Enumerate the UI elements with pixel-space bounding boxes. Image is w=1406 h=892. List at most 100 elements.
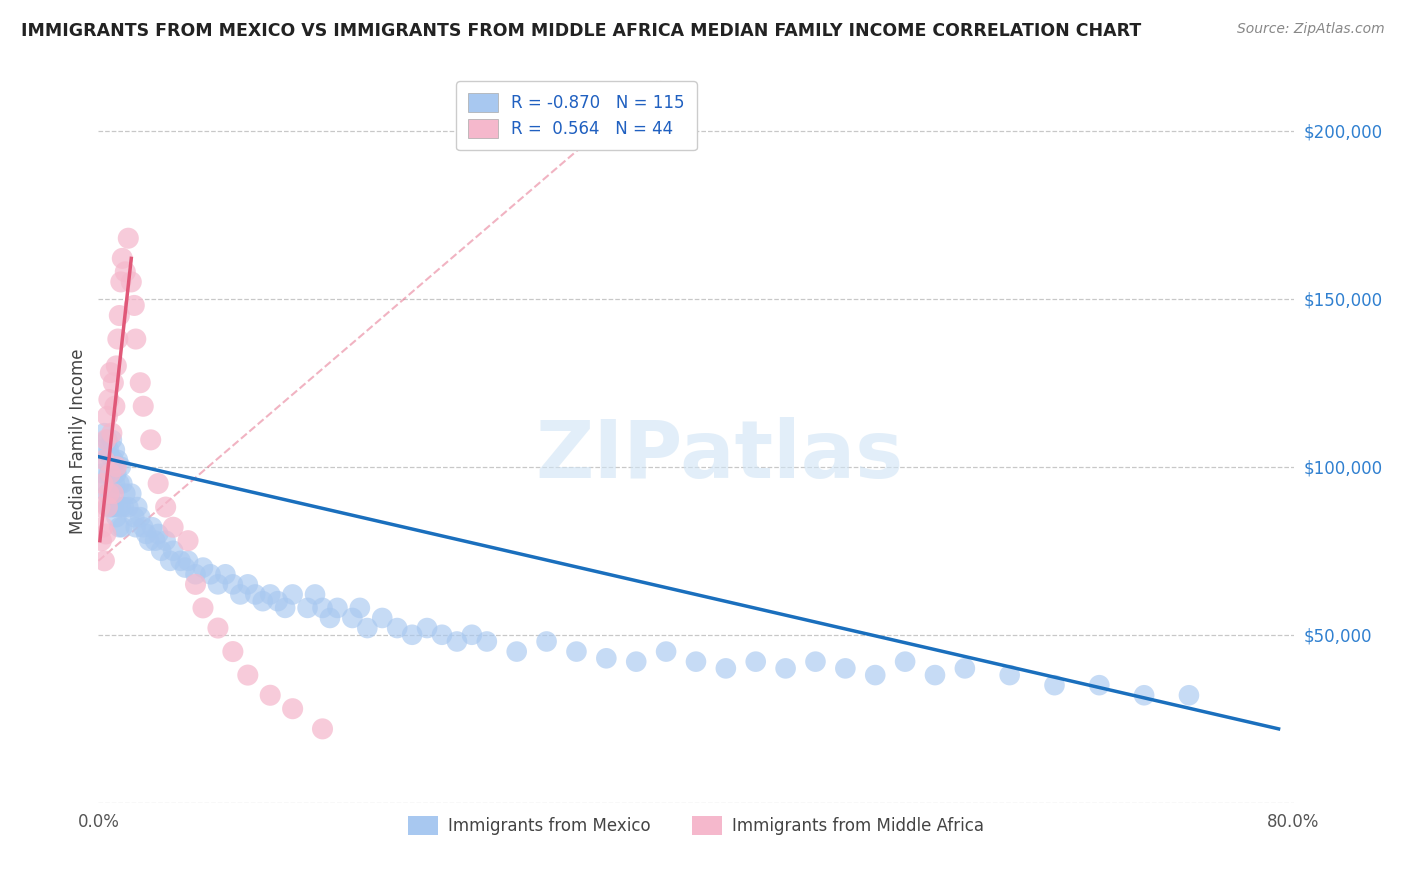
- Point: [132, 399, 155, 413]
- Point: [416, 621, 439, 635]
- Point: [112, 500, 135, 514]
- Point: [97, 500, 120, 514]
- Point: [319, 611, 342, 625]
- Point: [252, 594, 274, 608]
- Point: [159, 554, 181, 568]
- Point: [506, 644, 529, 658]
- Point: [96, 486, 118, 500]
- Point: [110, 275, 132, 289]
- Point: [98, 366, 122, 380]
- Point: [446, 634, 468, 648]
- Point: [96, 433, 118, 447]
- Point: [93, 453, 115, 467]
- Point: [135, 527, 157, 541]
- Y-axis label: Median Family Income: Median Family Income: [69, 349, 87, 534]
- Point: [953, 661, 976, 675]
- Point: [120, 275, 142, 289]
- Point: [111, 252, 134, 266]
- Point: [998, 668, 1021, 682]
- Point: [191, 560, 214, 574]
- Point: [297, 600, 319, 615]
- Point: [94, 527, 117, 541]
- Point: [162, 543, 184, 558]
- Text: Source: ZipAtlas.com: Source: ZipAtlas.com: [1237, 22, 1385, 37]
- Point: [834, 661, 856, 675]
- Point: [714, 661, 737, 675]
- Point: [104, 476, 127, 491]
- Point: [114, 265, 136, 279]
- Point: [90, 442, 112, 457]
- Point: [595, 651, 617, 665]
- Point: [93, 554, 115, 568]
- Point: [401, 628, 423, 642]
- Point: [267, 594, 290, 608]
- Point: [222, 644, 245, 658]
- Point: [132, 520, 155, 534]
- Point: [111, 476, 134, 491]
- Point: [281, 702, 304, 716]
- Point: [117, 500, 139, 514]
- Point: [91, 467, 114, 481]
- Point: [184, 577, 207, 591]
- Point: [259, 587, 281, 601]
- Point: [304, 587, 326, 601]
- Point: [105, 459, 128, 474]
- Point: [311, 722, 333, 736]
- Point: [326, 600, 349, 615]
- Point: [200, 567, 222, 582]
- Point: [103, 376, 125, 390]
- Text: ZIPatlas: ZIPatlas: [536, 417, 904, 495]
- Point: [105, 359, 128, 373]
- Point: [101, 426, 124, 441]
- Point: [536, 634, 558, 648]
- Point: [626, 655, 648, 669]
- Point: [148, 527, 170, 541]
- Point: [245, 587, 267, 601]
- Point: [1178, 688, 1201, 702]
- Point: [97, 486, 120, 500]
- Point: [103, 453, 125, 467]
- Point: [108, 476, 131, 491]
- Point: [101, 433, 124, 447]
- Point: [96, 409, 118, 424]
- Point: [114, 486, 136, 500]
- Point: [214, 567, 236, 582]
- Point: [148, 476, 170, 491]
- Point: [98, 467, 122, 481]
- Point: [155, 533, 177, 548]
- Point: [155, 500, 177, 514]
- Point: [105, 467, 128, 481]
- Point: [125, 520, 148, 534]
- Point: [97, 392, 120, 407]
- Point: [259, 688, 281, 702]
- Point: [94, 476, 117, 491]
- Point: [349, 600, 371, 615]
- Point: [91, 476, 114, 491]
- Point: [430, 628, 453, 642]
- Point: [98, 486, 122, 500]
- Point: [565, 644, 588, 658]
- Point: [124, 510, 146, 524]
- Point: [143, 533, 166, 548]
- Point: [281, 587, 304, 601]
- Point: [385, 621, 409, 635]
- Point: [461, 628, 484, 642]
- Point: [655, 644, 678, 658]
- Point: [894, 655, 917, 669]
- Point: [865, 668, 887, 682]
- Point: [103, 500, 125, 514]
- Point: [111, 520, 134, 534]
- Point: [108, 309, 131, 323]
- Point: [97, 442, 120, 457]
- Point: [222, 577, 245, 591]
- Point: [1043, 678, 1066, 692]
- Point: [236, 577, 259, 591]
- Point: [177, 533, 200, 548]
- Point: [150, 543, 173, 558]
- Point: [191, 600, 214, 615]
- Point: [93, 426, 115, 441]
- Point: [184, 567, 207, 582]
- Point: [775, 661, 797, 675]
- Point: [924, 668, 946, 682]
- Point: [236, 668, 259, 682]
